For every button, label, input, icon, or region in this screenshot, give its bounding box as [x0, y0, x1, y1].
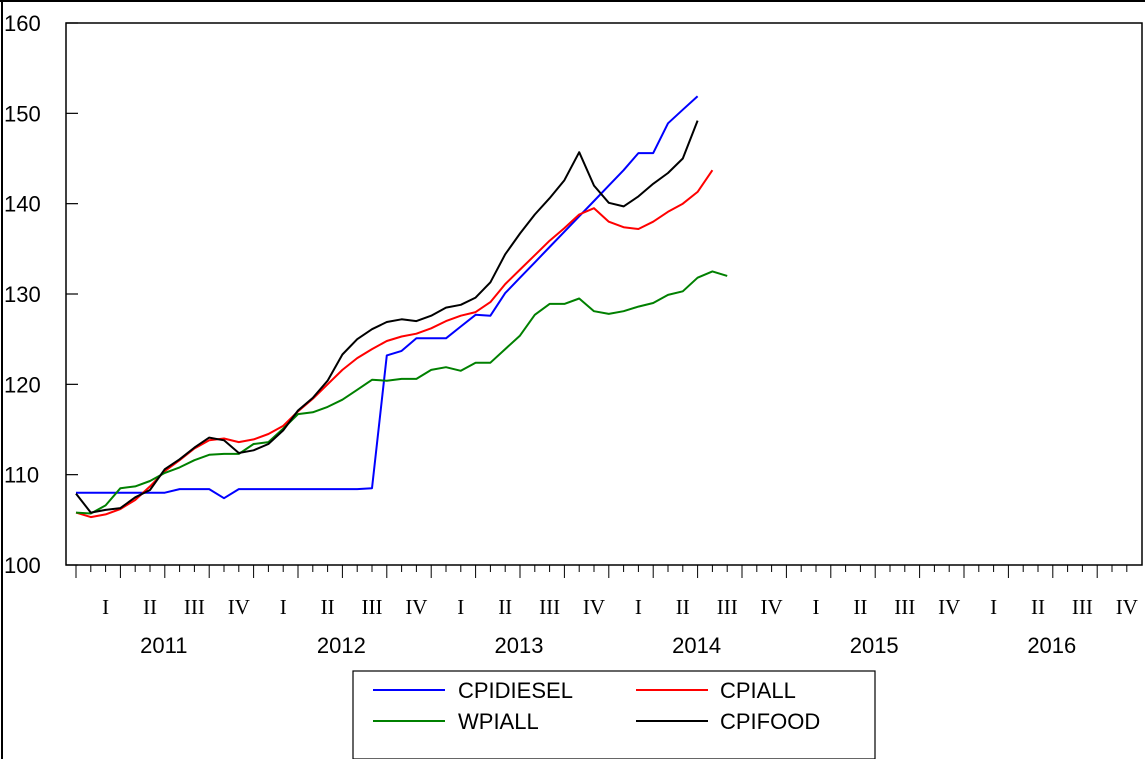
- y-tick-label: 150: [4, 101, 41, 126]
- series-layer: [75, 95, 728, 519]
- series-line-cpifood: [75, 120, 699, 514]
- y-tick-label: 100: [4, 553, 41, 578]
- quarter-label: I: [457, 595, 464, 619]
- quarter-label: I: [813, 595, 820, 619]
- y-tick-label: 140: [4, 192, 41, 217]
- year-label: 2016: [1027, 633, 1076, 658]
- quarter-label: III: [894, 595, 915, 619]
- plot-frame: [65, 22, 1143, 566]
- quarter-label: I: [635, 595, 642, 619]
- x-axis: I II III IV I II III IV I II III IV I II III IV I II III IV…: [75, 565, 1138, 658]
- series-line-cpidiesel: [76, 95, 699, 500]
- legend: CPIDIESEL CPIALL WPIALL CPIFOOD: [352, 670, 876, 759]
- y-axis: 100 110 120 130 140 150 160: [4, 11, 78, 578]
- year-label: 2014: [672, 633, 721, 658]
- year-label: 2012: [317, 633, 366, 658]
- quarter-label: II: [676, 595, 690, 619]
- legend-label: CPIFOOD: [720, 709, 820, 734]
- y-tick-label: 120: [4, 372, 41, 397]
- quarter-label: IV: [1116, 595, 1138, 619]
- y-tick-label: 110: [4, 463, 39, 488]
- quarter-label: IV: [228, 595, 250, 619]
- legend-box: [352, 670, 876, 759]
- year-label: 2015: [850, 633, 899, 658]
- quarter-label: I: [280, 595, 287, 619]
- y-tick-label: 130: [4, 282, 41, 307]
- quarter-label: III: [539, 595, 560, 619]
- quarter-label: IV: [761, 595, 783, 619]
- quarter-label: II: [321, 595, 335, 619]
- quarter-label: I: [102, 595, 109, 619]
- quarter-label: II: [853, 595, 867, 619]
- legend-label: CPIDIESEL: [458, 678, 573, 703]
- quarter-label: IV: [938, 595, 960, 619]
- y-tick-label: 160: [4, 11, 41, 36]
- year-label: 2011: [140, 633, 187, 658]
- series-line-wpiall: [75, 270, 728, 515]
- quarter-label: II: [143, 595, 157, 619]
- quarter-label: II: [1031, 595, 1045, 619]
- year-label: 2013: [495, 633, 544, 658]
- quarter-label: III: [1072, 595, 1093, 619]
- legend-label: CPIALL: [720, 678, 796, 703]
- quarter-label: II: [498, 595, 512, 619]
- quarter-label: I: [990, 595, 997, 619]
- quarter-label: IV: [583, 595, 605, 619]
- quarter-label: III: [717, 595, 738, 619]
- quarter-label: III: [362, 595, 383, 619]
- quarter-label: IV: [405, 595, 427, 619]
- quarter-label: III: [184, 595, 205, 619]
- legend-label: WPIALL: [458, 709, 539, 734]
